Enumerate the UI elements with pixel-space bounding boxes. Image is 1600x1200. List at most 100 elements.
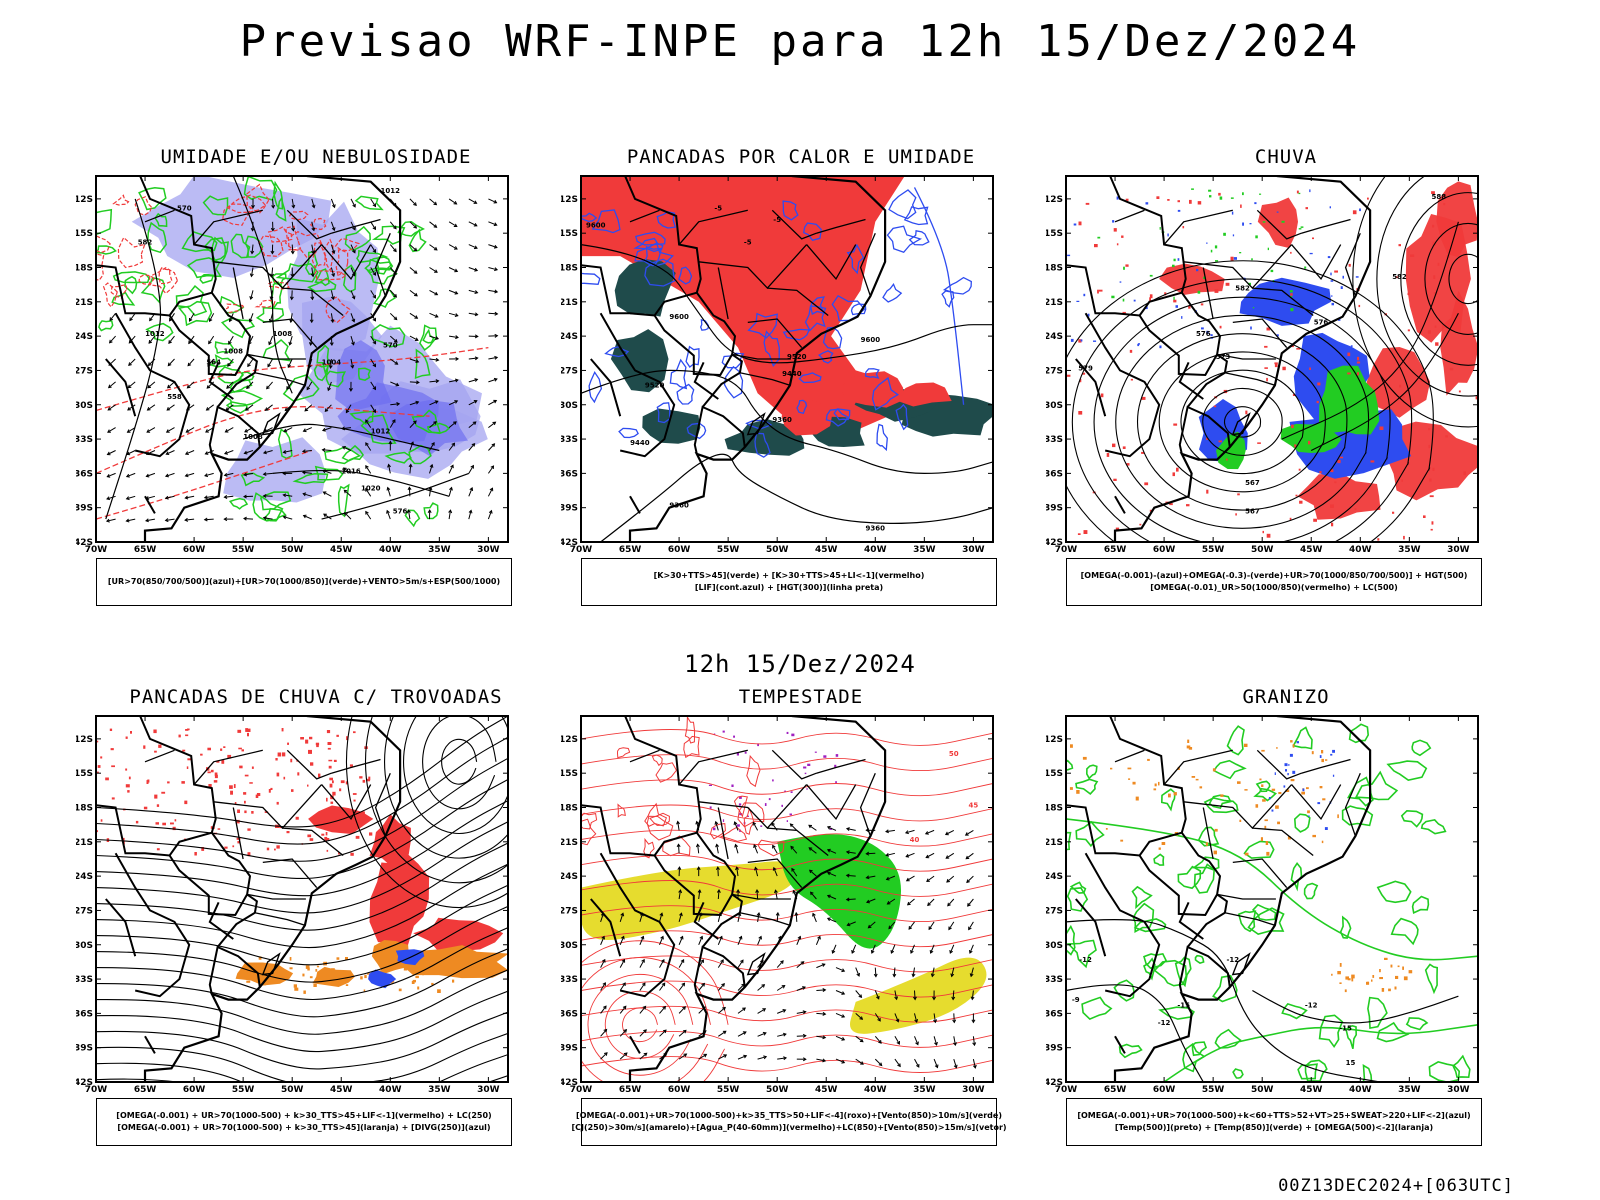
omega-orange-speck <box>1168 793 1171 798</box>
temp850-contour <box>1411 739 1432 757</box>
wind-vector <box>331 204 336 209</box>
rain-blue-speck <box>1112 220 1115 223</box>
lifted-index-contour <box>699 319 710 331</box>
wind-vector <box>473 200 478 204</box>
storm-orange-speck <box>360 976 363 980</box>
temp500-contour <box>1066 984 1204 1082</box>
instability-teal-fill <box>610 329 669 393</box>
wind-vector <box>146 427 156 433</box>
omega-orange-speck <box>1220 794 1224 797</box>
wind-vector <box>282 449 287 454</box>
lon-label: 35W <box>428 545 451 555</box>
wind-vector <box>826 871 831 876</box>
omega-orange-speck <box>1290 740 1293 743</box>
wind-vector <box>792 889 797 894</box>
rain-red-speck <box>1334 481 1337 484</box>
storm-red-speck <box>274 848 276 851</box>
storm-red-speck <box>241 749 244 752</box>
wind-vector <box>434 314 439 318</box>
rain-red-speck <box>1313 518 1317 522</box>
storm-red-speck <box>362 779 366 783</box>
country-border <box>105 898 137 957</box>
rain-red-speck <box>1130 378 1133 381</box>
wind-vector <box>701 982 706 987</box>
lon-label: 55W <box>232 1085 255 1095</box>
wind-vector <box>225 404 234 411</box>
wind-vector <box>331 273 336 278</box>
wind-vector <box>107 472 116 478</box>
rain-red-speck <box>1260 216 1265 220</box>
wind-vector <box>106 495 116 500</box>
humidity-low-contour <box>225 401 248 414</box>
wind-vector <box>944 831 949 836</box>
temp850-contour <box>1212 974 1238 1003</box>
storm-red-speck <box>155 822 159 825</box>
wind-vector <box>429 358 439 361</box>
panel-title-granizo: GRANIZO <box>1242 686 1330 708</box>
wind-vector <box>841 1037 846 1041</box>
legend-tempestade: [OMEGA(-0.001)+UR>70(1000-500)+k>35_TTS>… <box>571 1098 1007 1146</box>
wind-vector <box>188 340 192 345</box>
rain-blue-speck <box>1137 343 1140 347</box>
wind-vector <box>408 510 411 520</box>
thickness-contour <box>254 299 276 309</box>
wind-vector <box>331 250 336 255</box>
wind-vector <box>619 1052 628 1060</box>
severe-purple-speck <box>806 788 808 790</box>
humidity-low-contour <box>240 472 266 487</box>
lon-label: 70W <box>1055 545 1078 555</box>
temp850-contour <box>1153 853 1165 866</box>
rain-blue-speck <box>1070 338 1074 342</box>
rain-red-speck <box>1429 495 1434 498</box>
country-border <box>599 852 676 998</box>
wind-vector <box>783 1056 788 1061</box>
wind-vector <box>433 224 438 228</box>
lagoon <box>261 952 281 976</box>
pressure-contour <box>604 990 676 1059</box>
panel-title-chuva: CHUVA <box>1254 146 1318 168</box>
lat-label: 36S <box>1046 469 1063 479</box>
wind-vector <box>468 510 472 520</box>
storm-red-speck <box>326 838 330 841</box>
wind-vector <box>389 312 398 320</box>
lifted-index-contour <box>818 350 834 364</box>
wind-vector <box>796 1035 806 1037</box>
humidity-low-contour <box>408 228 427 253</box>
wind-vector <box>841 991 846 995</box>
rain-red-speck <box>1188 305 1191 309</box>
map-frame <box>1065 715 1479 1083</box>
storm-orange-speck <box>367 973 371 975</box>
contour-label: 576 <box>393 507 408 515</box>
lat-label: 42S <box>561 538 578 548</box>
precip-contour <box>733 795 748 818</box>
wind-vector <box>435 357 440 362</box>
lon-label: 50W <box>1251 1085 1274 1095</box>
streamline <box>1448 253 1478 305</box>
wind-vector <box>409 401 419 406</box>
temp850-contour <box>1118 1043 1143 1059</box>
wind-vector <box>343 489 348 494</box>
lon-label: 65W <box>1104 1085 1127 1095</box>
contour-label: 9360 <box>669 502 689 510</box>
wind-vector <box>434 269 438 273</box>
wind-vector <box>926 875 935 882</box>
state-border <box>232 267 244 320</box>
lat-label: 21S <box>1046 298 1063 308</box>
storm-red-speck <box>161 791 166 794</box>
wind-vector <box>109 335 116 344</box>
storm-red-speck <box>172 826 176 831</box>
wind-vector <box>472 421 477 425</box>
wind-vector <box>393 248 397 253</box>
wind-vector <box>966 879 970 884</box>
wind-vector <box>224 450 234 455</box>
wind-vector <box>327 381 332 391</box>
streamline <box>384 716 508 859</box>
omega-orange-speck <box>1339 982 1342 984</box>
rain-red-speck <box>1197 201 1202 205</box>
wind-vector <box>302 514 307 519</box>
omega-orange-speck <box>1347 978 1351 981</box>
wind-vector <box>410 441 415 446</box>
wind-vector <box>164 495 169 500</box>
thickness-contour <box>289 210 309 221</box>
